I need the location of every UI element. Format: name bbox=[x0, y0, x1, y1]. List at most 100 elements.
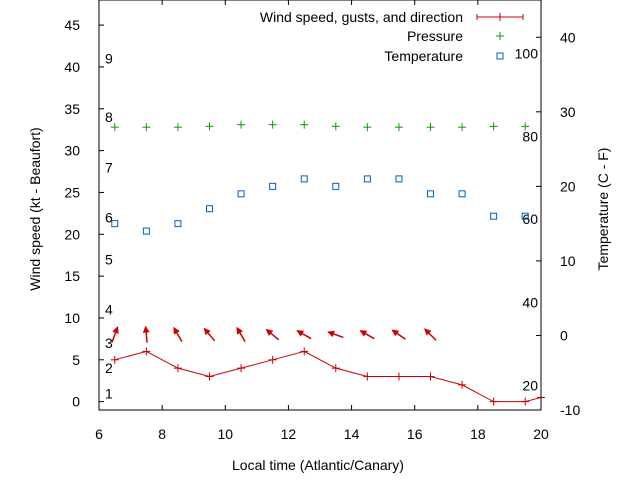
arrow-head bbox=[391, 329, 400, 337]
y2-tick-label: 30 bbox=[560, 104, 576, 120]
arrow-head bbox=[236, 326, 243, 335]
legend-label-pressure: Pressure bbox=[407, 28, 463, 44]
arrow-head bbox=[203, 327, 211, 336]
wind-direction-arrow bbox=[265, 328, 280, 341]
legend-label-temperature: Temperature bbox=[384, 48, 463, 64]
y-tick-label: 15 bbox=[64, 268, 80, 284]
wind-direction-arrow bbox=[359, 330, 375, 340]
pressure-point bbox=[394, 123, 403, 132]
y-tick-label: 5 bbox=[72, 352, 80, 368]
pressure-point bbox=[110, 123, 119, 132]
fahrenheit-label: 20 bbox=[522, 377, 538, 393]
temperature-point bbox=[363, 175, 371, 183]
x-tick-label: 10 bbox=[217, 426, 233, 442]
y-tick-label: 25 bbox=[64, 184, 80, 200]
wind-speed-point bbox=[268, 355, 277, 364]
wind-speed-point bbox=[205, 372, 214, 381]
x-tick-label: 20 bbox=[533, 426, 549, 442]
pressure-point bbox=[237, 120, 246, 129]
temperature-point bbox=[142, 227, 150, 235]
wind-direction-arrow bbox=[236, 326, 246, 342]
fahrenheit-label: 60 bbox=[522, 211, 538, 227]
wind-direction-arrow bbox=[142, 325, 150, 343]
beaufort-label: 3 bbox=[105, 335, 113, 351]
x-axis-title: Local time (Atlantic/Canary) bbox=[232, 457, 404, 473]
x-tick-label: 14 bbox=[344, 426, 360, 442]
pressure-point bbox=[331, 122, 340, 131]
pressure-point bbox=[300, 120, 309, 129]
pressure-point bbox=[268, 120, 277, 129]
temperature-point bbox=[206, 205, 213, 213]
wind-speed-point bbox=[394, 372, 403, 381]
beaufort-label: 5 bbox=[105, 251, 113, 267]
x-tick-label: 16 bbox=[407, 426, 423, 442]
beaufort-label: 8 bbox=[105, 109, 113, 125]
arrow-head bbox=[296, 330, 305, 337]
pressure-point bbox=[489, 122, 498, 131]
wind-speed-point bbox=[426, 372, 435, 381]
arrow-head bbox=[112, 326, 119, 334]
y2-tick-label: 20 bbox=[560, 178, 576, 194]
legend-label-wind: Wind speed, gusts, and direction bbox=[260, 9, 463, 25]
y2-tick-label: 10 bbox=[560, 253, 576, 269]
legend-swatch-temperature bbox=[496, 52, 504, 60]
arrow-head bbox=[173, 326, 180, 335]
wind-speed-line bbox=[114, 350, 542, 403]
wind-speed-point bbox=[363, 372, 372, 381]
temperature-point bbox=[269, 182, 277, 190]
temperature-point bbox=[237, 190, 245, 198]
y2-tick-label: 40 bbox=[560, 29, 576, 45]
y-axis-title: Wind speed (kt - Beaufort) bbox=[27, 127, 43, 290]
plot-frame bbox=[98, 0, 542, 411]
y-tick-label: 35 bbox=[64, 101, 80, 117]
pressure-point bbox=[142, 123, 151, 132]
wind-direction-arrow bbox=[203, 327, 216, 342]
beaufort-label: 6 bbox=[105, 210, 113, 226]
wind-speed-point bbox=[458, 380, 467, 389]
temperature-point bbox=[521, 212, 529, 220]
y-tick-label: 20 bbox=[64, 226, 80, 242]
wind-speed-point bbox=[142, 347, 151, 356]
beaufort-label: 7 bbox=[105, 159, 113, 175]
temperature-point bbox=[395, 175, 403, 183]
pressure-point bbox=[205, 122, 214, 131]
temperature-point bbox=[427, 190, 434, 198]
y-tick-label: 0 bbox=[72, 394, 80, 410]
y2-tick-label: -10 bbox=[560, 402, 580, 418]
temperature-point bbox=[458, 190, 466, 198]
temperature-point bbox=[111, 220, 119, 228]
fahrenheit-label: 40 bbox=[522, 295, 538, 311]
beaufort-label: 2 bbox=[105, 360, 113, 376]
temperature-point bbox=[332, 182, 340, 190]
wind-speed-point bbox=[489, 397, 498, 406]
wind-speed-point bbox=[521, 397, 530, 406]
wind-direction-arrow bbox=[424, 328, 437, 341]
y-tick-label: 40 bbox=[64, 59, 80, 75]
fahrenheit-label: 80 bbox=[522, 128, 538, 144]
pressure-point bbox=[521, 122, 530, 131]
temperature-point bbox=[174, 220, 182, 228]
wind-direction-arrow bbox=[296, 330, 312, 340]
arrow-head bbox=[424, 328, 432, 336]
wind-direction-arrow bbox=[327, 330, 344, 339]
wind-speed-point bbox=[300, 347, 309, 356]
y2-axis-title: Temperature (C - F) bbox=[595, 148, 611, 271]
arrow-head bbox=[327, 330, 335, 338]
y-tick-label: 30 bbox=[64, 143, 80, 159]
wind-speed-point bbox=[110, 355, 119, 364]
y2-tick-label: 0 bbox=[560, 327, 568, 343]
beaufort-label: 1 bbox=[105, 385, 113, 401]
pressure-point bbox=[173, 123, 182, 132]
x-tick-label: 8 bbox=[158, 426, 166, 442]
y-tick-label: 45 bbox=[64, 17, 80, 33]
beaufort-label: 9 bbox=[105, 51, 113, 67]
temperature-point bbox=[490, 212, 498, 220]
temperature-point bbox=[300, 175, 308, 183]
arrow-head bbox=[142, 325, 150, 333]
pressure-point bbox=[363, 123, 372, 132]
wind-direction-arrow bbox=[173, 326, 183, 342]
y-tick-label: 10 bbox=[64, 310, 80, 326]
wind-speed-point bbox=[331, 364, 340, 373]
x-tick-label: 18 bbox=[470, 426, 486, 442]
